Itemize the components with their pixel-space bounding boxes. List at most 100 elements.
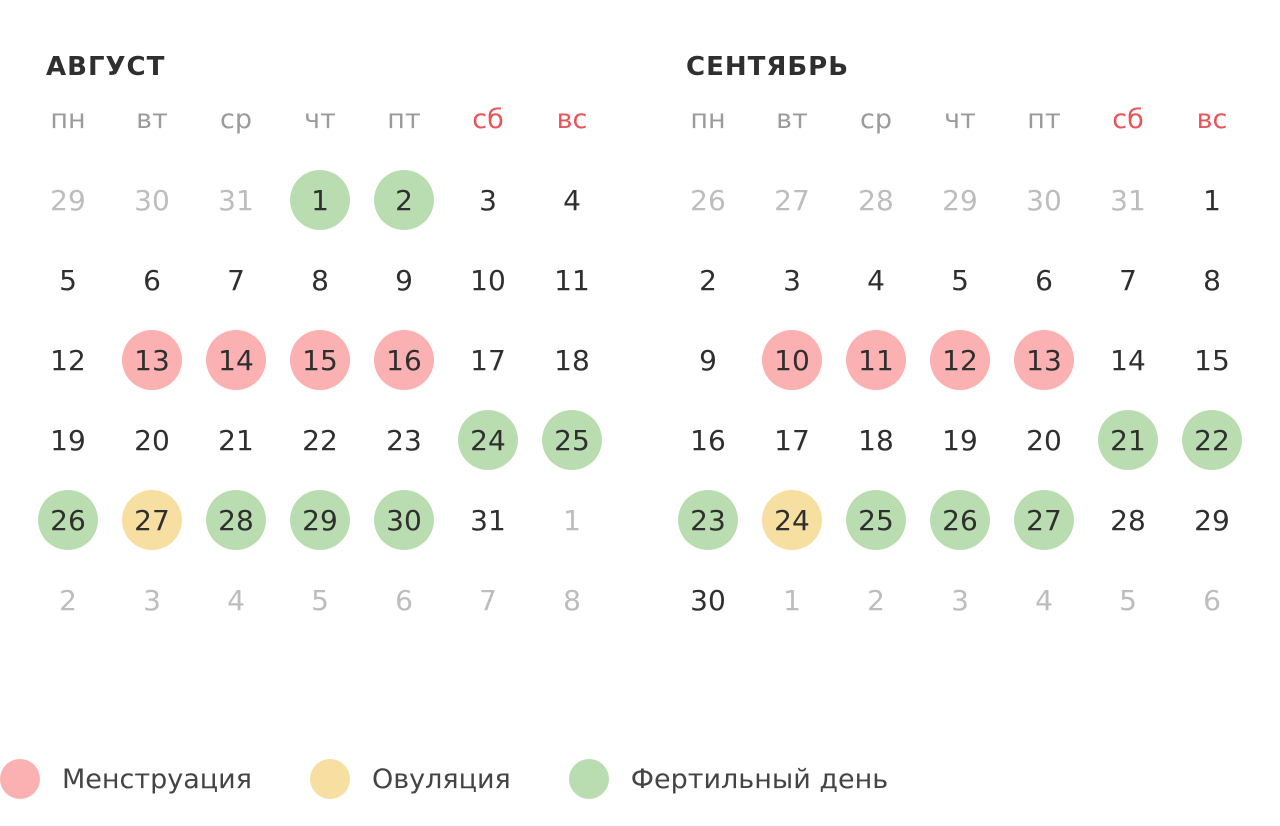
day[interactable]: 28 bbox=[1110, 503, 1146, 537]
day-cell: 27 bbox=[1002, 480, 1086, 560]
day[interactable]: 6 bbox=[1035, 263, 1053, 297]
day[interactable]: 1 bbox=[1203, 183, 1221, 217]
day[interactable]: 18 bbox=[858, 423, 894, 457]
day[interactable]: 8 bbox=[1203, 263, 1221, 297]
day-outside-month[interactable]: 27 bbox=[774, 183, 810, 217]
day[interactable]: 3 bbox=[783, 263, 801, 297]
day-outside-month[interactable]: 5 bbox=[311, 583, 329, 617]
day-cell: 17 bbox=[750, 400, 834, 480]
day-outside-month[interactable]: 5 bbox=[1119, 583, 1137, 617]
day[interactable]: 5 bbox=[59, 263, 77, 297]
day[interactable]: 11 bbox=[554, 263, 590, 297]
day-menstruation[interactable]: 10 bbox=[762, 330, 822, 390]
day-outside-month[interactable]: 28 bbox=[858, 183, 894, 217]
day-outside-month[interactable]: 29 bbox=[50, 183, 86, 217]
day-outside-month[interactable]: 4 bbox=[1035, 583, 1053, 617]
day-fertile[interactable]: 25 bbox=[846, 490, 906, 550]
day[interactable]: 9 bbox=[395, 263, 413, 297]
day-fertile[interactable]: 21 bbox=[1098, 410, 1158, 470]
day-outside-month[interactable]: 6 bbox=[1203, 583, 1221, 617]
day[interactable]: 3 bbox=[479, 183, 497, 217]
weekday-label: ср bbox=[860, 104, 892, 135]
day[interactable]: 10 bbox=[470, 263, 506, 297]
day-fertile[interactable]: 2 bbox=[374, 170, 434, 230]
day-cell: 10 bbox=[446, 240, 530, 320]
day[interactable]: 7 bbox=[1119, 263, 1137, 297]
day-outside-month[interactable]: 2 bbox=[59, 583, 77, 617]
day[interactable]: 18 bbox=[554, 343, 590, 377]
day-cell: 26 bbox=[918, 480, 1002, 560]
day-menstruation[interactable]: 13 bbox=[122, 330, 182, 390]
day[interactable]: 7 bbox=[227, 263, 245, 297]
day[interactable]: 4 bbox=[563, 183, 581, 217]
day-outside-month[interactable]: 4 bbox=[227, 583, 245, 617]
day[interactable]: 22 bbox=[302, 423, 338, 457]
day-outside-month[interactable]: 31 bbox=[218, 183, 254, 217]
day-cell: 11 bbox=[530, 240, 614, 320]
day[interactable]: 4 bbox=[867, 263, 885, 297]
day-menstruation[interactable]: 11 bbox=[846, 330, 906, 390]
day-outside-month[interactable]: 29 bbox=[942, 183, 978, 217]
day[interactable]: 5 bbox=[951, 263, 969, 297]
day-fertile[interactable]: 28 bbox=[206, 490, 266, 550]
day-ovulation[interactable]: 24 bbox=[762, 490, 822, 550]
day-cell: 6 bbox=[1170, 560, 1254, 640]
day-outside-month[interactable]: 1 bbox=[783, 583, 801, 617]
day-menstruation[interactable]: 12 bbox=[930, 330, 990, 390]
day[interactable]: 19 bbox=[942, 423, 978, 457]
day-cell: 18 bbox=[834, 400, 918, 480]
day-cell: 5 bbox=[278, 560, 362, 640]
day[interactable]: 20 bbox=[1026, 423, 1062, 457]
day[interactable]: 17 bbox=[774, 423, 810, 457]
day[interactable]: 6 bbox=[143, 263, 161, 297]
day-outside-month[interactable]: 7 bbox=[479, 583, 497, 617]
day-outside-month[interactable]: 1 bbox=[563, 503, 581, 537]
day[interactable]: 9 bbox=[699, 343, 717, 377]
day-fertile[interactable]: 25 bbox=[542, 410, 602, 470]
day[interactable]: 8 bbox=[311, 263, 329, 297]
day[interactable]: 15 bbox=[1194, 343, 1230, 377]
day[interactable]: 19 bbox=[50, 423, 86, 457]
day-outside-month[interactable]: 8 bbox=[563, 583, 581, 617]
day-ovulation[interactable]: 27 bbox=[122, 490, 182, 550]
day-cell: 28 bbox=[194, 480, 278, 560]
day-fertile[interactable]: 30 bbox=[374, 490, 434, 550]
day-cell: 17 bbox=[446, 320, 530, 400]
day-menstruation[interactable]: 13 bbox=[1014, 330, 1074, 390]
day-outside-month[interactable]: 31 bbox=[1110, 183, 1146, 217]
day-fertile[interactable]: 27 bbox=[1014, 490, 1074, 550]
day[interactable]: 31 bbox=[470, 503, 506, 537]
day[interactable]: 2 bbox=[699, 263, 717, 297]
day[interactable]: 23 bbox=[386, 423, 422, 457]
day-fertile[interactable]: 24 bbox=[458, 410, 518, 470]
day-fertile[interactable]: 26 bbox=[930, 490, 990, 550]
day[interactable]: 21 bbox=[218, 423, 254, 457]
day[interactable]: 20 bbox=[134, 423, 170, 457]
day-menstruation[interactable]: 16 bbox=[374, 330, 434, 390]
day-fertile[interactable]: 26 bbox=[38, 490, 98, 550]
day[interactable]: 30 bbox=[690, 583, 726, 617]
day-fertile[interactable]: 23 bbox=[678, 490, 738, 550]
day-outside-month[interactable]: 2 bbox=[867, 583, 885, 617]
day-menstruation[interactable]: 14 bbox=[206, 330, 266, 390]
day[interactable]: 16 bbox=[690, 423, 726, 457]
day-fertile[interactable]: 22 bbox=[1182, 410, 1242, 470]
day-fertile[interactable]: 29 bbox=[290, 490, 350, 550]
day[interactable]: 14 bbox=[1110, 343, 1146, 377]
day-outside-month[interactable]: 30 bbox=[1026, 183, 1062, 217]
day-outside-month[interactable]: 26 bbox=[690, 183, 726, 217]
days-grid: 26 27 28 29 30 31 1 2 3 4 5 6 7 8 9 10 11 12 13 14 15 16 17 18 1… bbox=[666, 160, 1254, 640]
day[interactable]: 29 bbox=[1194, 503, 1230, 537]
day-outside-month[interactable]: 6 bbox=[395, 583, 413, 617]
day-outside-month[interactable]: 30 bbox=[134, 183, 170, 217]
day-menstruation[interactable]: 15 bbox=[290, 330, 350, 390]
day-fertile[interactable]: 1 bbox=[290, 170, 350, 230]
day[interactable]: 12 bbox=[50, 343, 86, 377]
day[interactable]: 17 bbox=[470, 343, 506, 377]
day-cell: 27 bbox=[110, 480, 194, 560]
day-cell: 5 bbox=[918, 240, 1002, 320]
day-outside-month[interactable]: 3 bbox=[143, 583, 161, 617]
day-cell: 8 bbox=[530, 560, 614, 640]
legend-item-fertile: Фертильный день bbox=[568, 759, 888, 799]
day-outside-month[interactable]: 3 bbox=[951, 583, 969, 617]
